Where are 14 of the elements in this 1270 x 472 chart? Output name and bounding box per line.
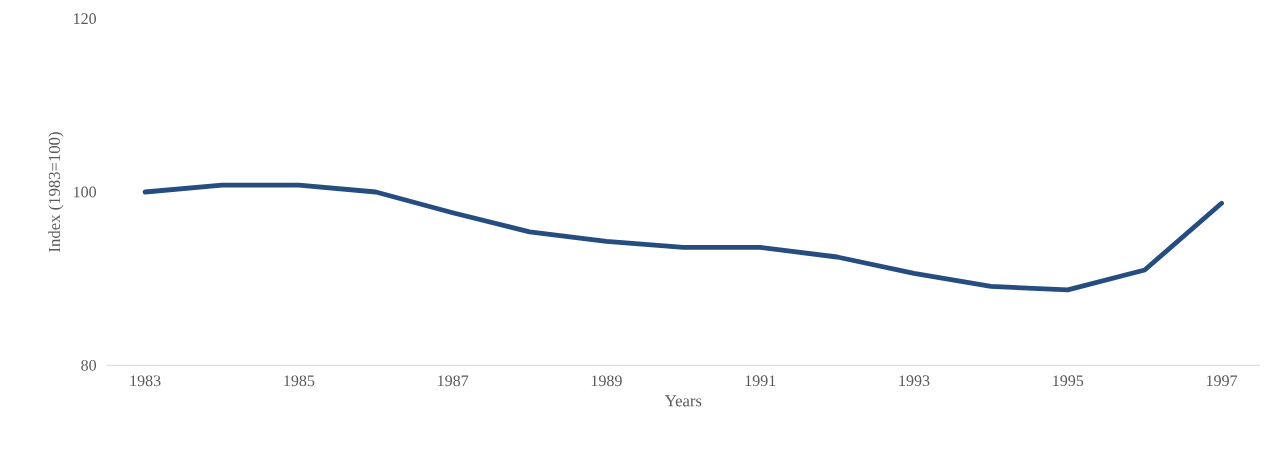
x-tick-label: 1991 — [745, 375, 776, 387]
y-tick-label: 100 — [74, 186, 97, 198]
x-tick-label: 1989 — [591, 375, 622, 387]
x-axis-title: Years — [664, 395, 702, 407]
y-axis-title: Index (1983=100) — [48, 132, 64, 252]
x-tick-label: 1993 — [899, 375, 930, 387]
x-tick-label: 1997 — [1206, 375, 1238, 387]
x-tick-label: 1983 — [130, 375, 161, 387]
y-tick-label: 80 — [81, 359, 97, 371]
x-tick-label: 1995 — [1053, 375, 1084, 387]
y-tick-label: 120 — [74, 13, 97, 25]
line-series — [142, 182, 1224, 293]
x-tick-label: 1985 — [284, 375, 315, 387]
x-tick-label: 1987 — [438, 375, 469, 387]
